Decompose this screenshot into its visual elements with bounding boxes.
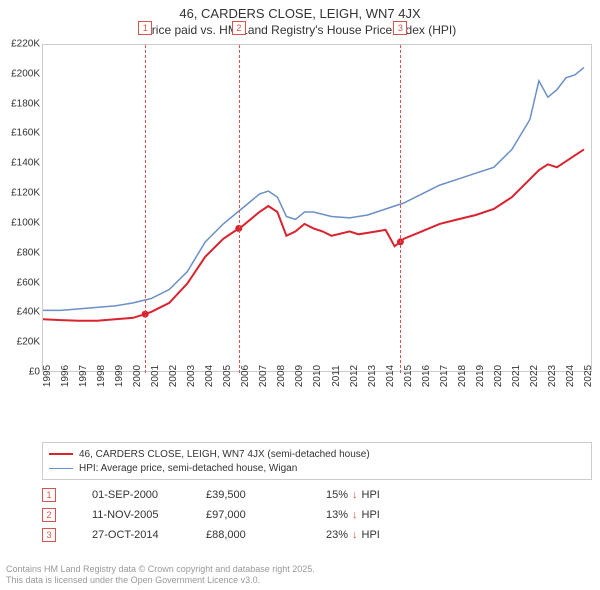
legend-box: 46, CARDERS CLOSE, LEIGH, WN7 4JX (semi-… [42, 442, 592, 480]
x-tick-label: 2021 [511, 365, 522, 387]
event-diff-pct: 15% [326, 489, 348, 501]
x-tick-label: 2018 [457, 365, 468, 387]
x-tick-label: 2022 [529, 365, 540, 387]
event-row: 101-SEP-2000£39,50015% ↓ HPI [42, 485, 592, 505]
event-line-3 [400, 45, 401, 373]
x-tick-label: 2008 [276, 365, 287, 387]
y-tick-label: £60K [17, 277, 40, 288]
event-line-2 [239, 45, 240, 373]
title-line-2: Price paid vs. HM Land Registry's House … [0, 23, 600, 37]
event-diff-suffix: HPI [362, 489, 380, 501]
title-line-1: 46, CARDERS CLOSE, LEIGH, WN7 4JX [0, 6, 600, 21]
event-date: 01-SEP-2000 [56, 489, 206, 501]
y-tick-label: £40K [17, 307, 40, 318]
legend-item: HPI: Average price, semi-detached house,… [49, 461, 585, 475]
y-tick-label: £20K [17, 337, 40, 348]
event-row-marker: 3 [42, 528, 56, 542]
x-tick-label: 2009 [294, 365, 305, 387]
x-tick-label: 2004 [204, 365, 215, 387]
event-line-1 [145, 45, 146, 373]
x-tick-label: 2007 [258, 365, 269, 387]
x-tick-label: 2011 [331, 365, 342, 387]
x-tick-label: 2023 [547, 365, 558, 387]
y-tick-label: £200K [11, 68, 40, 79]
event-row: 327-OCT-2014£88,00023% ↓ HPI [42, 525, 592, 545]
x-tick-label: 2014 [385, 365, 396, 387]
x-tick-label: 2010 [312, 365, 323, 387]
event-diff-pct: 13% [326, 509, 348, 521]
legend-label: 46, CARDERS CLOSE, LEIGH, WN7 4JX (semi-… [79, 449, 370, 460]
y-tick-label: £0 [29, 367, 40, 378]
x-tick-label: 2002 [168, 365, 179, 387]
x-tick-label: 2001 [150, 365, 161, 387]
footer-line-2: This data is licensed under the Open Gov… [6, 575, 594, 586]
event-price: £39,500 [206, 489, 326, 501]
plot-area: 123 [42, 44, 592, 372]
line-series-svg [43, 45, 593, 373]
event-row-marker: 2 [42, 508, 56, 522]
y-tick-label: £180K [11, 98, 40, 109]
x-tick-label: 2003 [186, 365, 197, 387]
x-tick-label: 1999 [114, 365, 125, 387]
x-tick-label: 1995 [42, 365, 53, 387]
x-tick-label: 2025 [583, 365, 594, 387]
legend-swatch [49, 453, 73, 455]
event-diff-pct: 23% [326, 529, 348, 541]
arrow-down-icon: ↓ [352, 509, 358, 521]
x-tick-label: 1996 [60, 365, 71, 387]
events-table: 101-SEP-2000£39,50015%↓HPI211-NOV-2005£9… [42, 485, 592, 545]
x-tick-label: 2016 [421, 365, 432, 387]
y-tick-label: £220K [11, 39, 40, 50]
x-tick-label: 2017 [439, 365, 450, 387]
event-date: 27-OCT-2014 [56, 529, 206, 541]
arrow-down-icon: ↓ [352, 489, 358, 501]
event-price: £97,000 [206, 509, 326, 521]
footer-line-1: Contains HM Land Registry data © Crown c… [6, 564, 594, 575]
legend-label: HPI: Average price, semi-detached house,… [79, 463, 297, 474]
x-tick-label: 1997 [78, 365, 89, 387]
chart-titles: 46, CARDERS CLOSE, LEIGH, WN7 4JX Price … [0, 0, 600, 37]
x-tick-label: 2000 [132, 365, 143, 387]
event-marker-2: 2 [232, 21, 246, 35]
event-diff: 23% ↓ HPI [326, 529, 466, 541]
event-diff: 13% ↓ HPI [326, 509, 466, 521]
chart-area: £0 £20K £40K £60K £80K £100K £120K £140K £160K £1… [0, 44, 600, 404]
y-tick-label: £80K [17, 247, 40, 258]
y-tick-label: £140K [11, 158, 40, 169]
event-marker-1: 1 [138, 21, 152, 35]
y-tick-label: £100K [11, 217, 40, 228]
event-diff-suffix: HPI [362, 529, 380, 541]
event-price: £88,000 [206, 529, 326, 541]
event-row-marker: 1 [42, 488, 56, 502]
x-tick-label: 2019 [475, 365, 486, 387]
arrow-down-icon: ↓ [352, 529, 358, 541]
x-tick-label: 2013 [367, 365, 378, 387]
footer-attribution: Contains HM Land Registry data © Crown c… [6, 564, 594, 586]
event-diff-suffix: HPI [362, 509, 380, 521]
event-date: 11-NOV-2005 [56, 509, 206, 521]
x-tick-label: 2020 [493, 365, 504, 387]
series-hpi [43, 67, 584, 310]
y-tick-label: £120K [11, 188, 40, 199]
event-row: 211-NOV-2005£97,00013% ↓ HPI [42, 505, 592, 525]
y-tick-label: £160K [11, 128, 40, 139]
series-property [43, 149, 584, 320]
x-tick-label: 1998 [96, 365, 107, 387]
x-tick-label: 2006 [240, 365, 251, 387]
legend-item: 46, CARDERS CLOSE, LEIGH, WN7 4JX (semi-… [49, 447, 585, 461]
event-diff: 15% ↓ HPI [326, 489, 466, 501]
legend-swatch [49, 468, 73, 469]
x-tick-label: 2012 [349, 365, 360, 387]
event-marker-3: 3 [393, 21, 407, 35]
x-tick-label: 2005 [222, 365, 233, 387]
x-tick-label: 2015 [403, 365, 414, 387]
x-tick-label: 2024 [565, 365, 576, 387]
